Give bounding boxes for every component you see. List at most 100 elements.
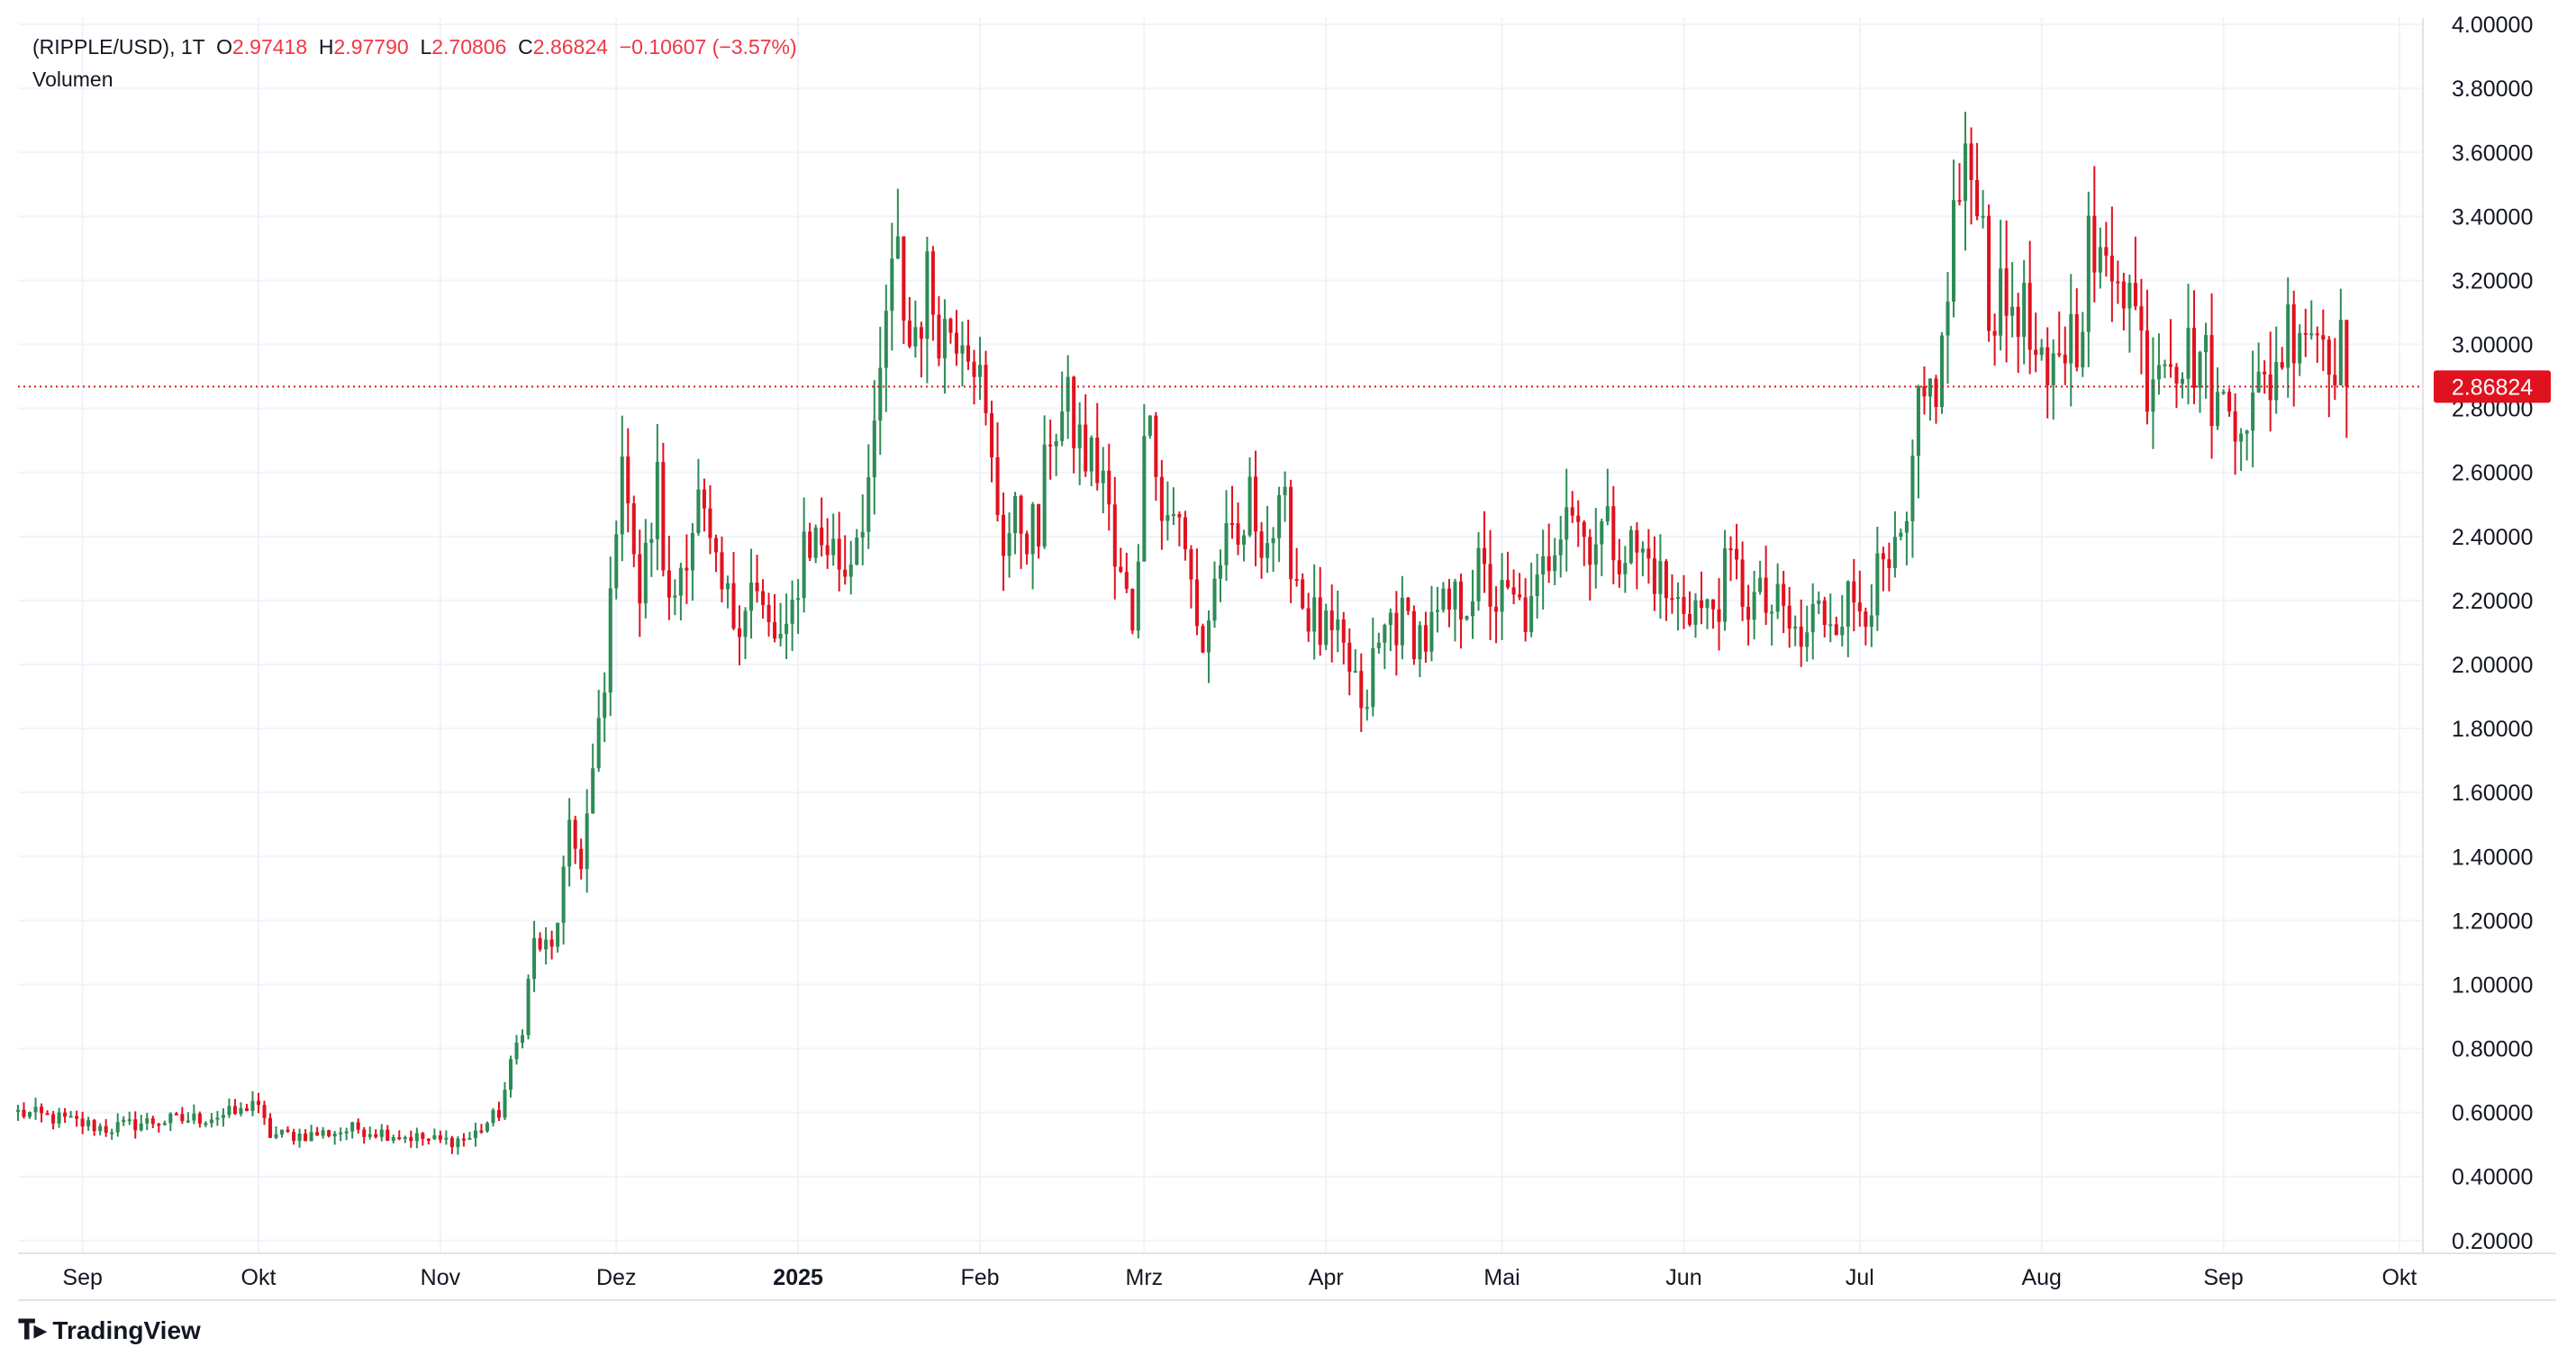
- change-value: −0.10607 (−3.57%): [619, 35, 797, 59]
- candle: [1828, 593, 1833, 643]
- candle: [549, 930, 554, 960]
- candle: [960, 321, 965, 387]
- candle: [456, 1135, 460, 1155]
- candle: [1476, 531, 1481, 611]
- candle-body: [2039, 347, 2044, 356]
- candle: [1247, 457, 1252, 538]
- candle: [1904, 511, 1909, 565]
- candle-body: [1476, 547, 1481, 601]
- candle: [1406, 596, 1410, 616]
- candle: [1693, 592, 1698, 638]
- candle-body: [1107, 470, 1111, 505]
- candle: [608, 556, 612, 717]
- candle-body: [150, 1118, 155, 1125]
- y-tick-label: 2.60000: [2452, 461, 2533, 486]
- candle-body: [2016, 306, 2020, 338]
- candle: [1723, 529, 1728, 631]
- price-axis[interactable]: 4.00000 3.80000 3.60000 3.40000 3.20000 3.000…: [2422, 13, 2551, 1254]
- candle: [1329, 584, 1334, 663]
- candle: [2204, 322, 2209, 399]
- candle: [467, 1131, 472, 1140]
- candle: [1541, 529, 1546, 610]
- candle-body: [1518, 594, 1522, 598]
- y-tick-label: 1.00000: [2452, 972, 2533, 998]
- candle: [1218, 549, 1223, 602]
- candle: [937, 296, 941, 366]
- candle-body: [57, 1112, 61, 1124]
- candle-body: [1705, 599, 1710, 609]
- last-price-tag-label: 2.86824: [2452, 375, 2533, 400]
- candle: [374, 1129, 378, 1139]
- candle: [1112, 476, 1117, 600]
- candle: [1130, 588, 1135, 635]
- y-tick-label: 0.20000: [2452, 1229, 2533, 1254]
- candle: [286, 1125, 290, 1134]
- x-tick-label: Dez: [596, 1265, 636, 1290]
- candle: [1682, 574, 1686, 629]
- candle: [2180, 372, 2185, 399]
- candle-body: [1494, 606, 1499, 612]
- candle-body: [1787, 605, 1791, 629]
- candle: [221, 1107, 225, 1127]
- candle: [1999, 220, 2003, 351]
- tradingview-logo[interactable]: 𝐓▸ TradingView: [18, 1315, 201, 1346]
- candle-body: [1254, 476, 1258, 532]
- candle-body: [262, 1105, 267, 1118]
- candle-body: [713, 538, 718, 553]
- candle-body: [1728, 548, 1733, 551]
- candle: [1664, 558, 1668, 621]
- candle-body: [86, 1120, 91, 1126]
- x-tick-label: Nov: [421, 1265, 461, 1290]
- candle: [1418, 620, 1422, 678]
- candle-body: [984, 365, 988, 413]
- candle: [1775, 563, 1780, 619]
- candle: [339, 1127, 343, 1142]
- candle-body: [1939, 335, 1945, 408]
- candle-body: [655, 462, 659, 539]
- candle: [1817, 591, 1821, 615]
- candle: [631, 495, 636, 567]
- time-axis[interactable]: Sep Okt Nov Dez 2025 Feb Mrz Apr Mai Jun Jul Aug Sep…: [18, 1252, 2556, 1301]
- x-tick-label: Jul: [1846, 1265, 1874, 1290]
- candle: [2022, 259, 2027, 365]
- candle-body: [755, 583, 759, 592]
- candle-body: [585, 813, 589, 870]
- y-tick-label: 1.40000: [2452, 845, 2533, 870]
- candle: [438, 1130, 442, 1144]
- candle: [379, 1124, 384, 1142]
- x-tick-label: 2025: [773, 1265, 823, 1290]
- candle-body: [1411, 610, 1416, 660]
- candle: [1037, 503, 1041, 559]
- low-label: L: [420, 35, 432, 59]
- y-tick-label: 0.40000: [2452, 1165, 2533, 1190]
- candle-body: [902, 236, 906, 321]
- candle: [1746, 584, 1751, 646]
- candle: [2039, 339, 2044, 361]
- candle: [186, 1112, 190, 1124]
- candle: [1728, 536, 1733, 582]
- candle: [1194, 548, 1199, 636]
- candle: [919, 321, 923, 378]
- candle: [2174, 363, 2179, 409]
- candle: [1758, 560, 1763, 595]
- candle: [180, 1107, 185, 1125]
- candle-body: [391, 1137, 395, 1141]
- candle-body: [1458, 581, 1464, 619]
- candle: [1084, 393, 1088, 477]
- candle: [332, 1130, 337, 1145]
- low-value: 2.70806: [431, 35, 507, 59]
- candle: [2268, 331, 2272, 432]
- candle: [1887, 542, 1891, 592]
- candle-body: [1927, 378, 1932, 397]
- candle-body: [1077, 424, 1082, 448]
- candle: [1675, 582, 1680, 631]
- open-label: O: [216, 35, 232, 59]
- candle: [362, 1126, 367, 1144]
- candle-body: [1265, 543, 1270, 558]
- candle: [1471, 569, 1475, 639]
- candle: [1805, 605, 1810, 662]
- candle-body: [1735, 548, 1739, 560]
- candle-body: [1247, 476, 1252, 536]
- last-price-tag: [2434, 370, 2551, 403]
